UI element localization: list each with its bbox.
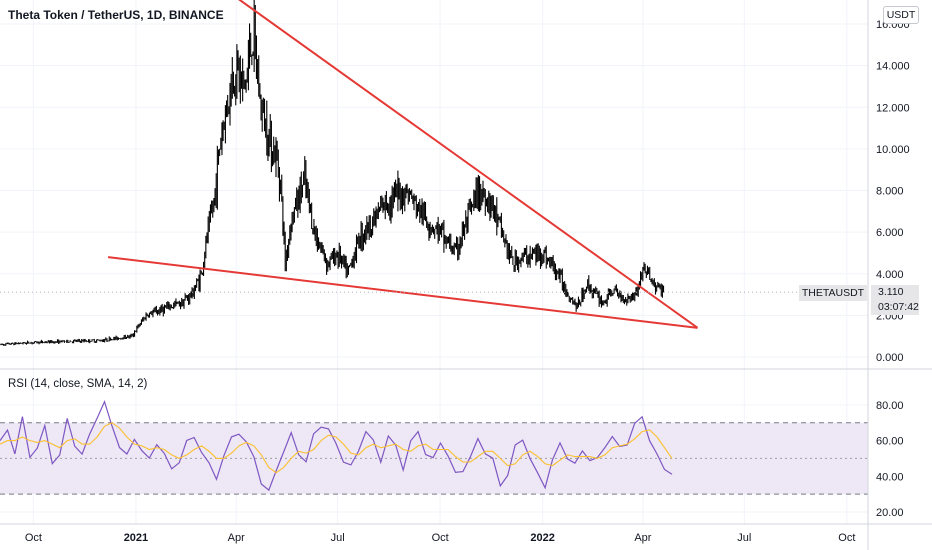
price-tick-label: 0.000 [876,352,904,364]
trendline [238,0,699,329]
time-tick-label: Oct [25,532,42,544]
rsi-tick-label: 20.00 [876,507,904,519]
time-tick-label: Apr [228,532,245,544]
symbol-label: THETAUSDT [799,285,867,301]
chart-title: Theta Token / TetherUS, 1D, BINANCE [8,8,224,22]
time-tick-label: Jul [737,532,751,544]
time-tick-label: 2022 [530,532,554,544]
rsi-band [0,422,868,495]
rsi-tick-label: 40.00 [876,471,904,483]
rsi-tick-label: 60.00 [876,436,904,448]
rsi-tick-label: 80.00 [876,400,904,412]
price-series [0,0,665,346]
price-tick-label: 14.000 [876,61,910,73]
trendline [107,256,698,329]
time-tick-label: Oct [432,532,449,544]
rsi-scale[interactable]: 20.00 40.00 60.00 80.00 [876,400,904,519]
price-tick-label: 10.000 [876,144,910,156]
price-tick-label: 4.000 [876,269,904,281]
rsi-band-lines [0,422,868,495]
rsi-lines [0,400,673,492]
indicator-title[interactable]: RSI (14, close, SMA, 14, 2) [8,378,148,390]
rsi-line [0,400,673,492]
trendlines [107,0,699,329]
rsi-ma-line [0,422,673,474]
time-tick-label: Oct [838,532,855,544]
last-price-badge: 3.110 03:07:42 [871,285,919,315]
time-tick-label: Jul [331,532,345,544]
time-tick-label: 2021 [124,532,148,544]
last-price-value: 3.110 [878,286,904,298]
time-scale[interactable]: Oct 2021 Apr Jul Oct 2022 Apr Jul Oct [25,532,856,544]
price-scale[interactable]: 0.0002.0004.0006.0008.00010.00012.00014.… [876,19,910,364]
bar-countdown: 03:07:42 [878,301,919,313]
price-tick-label: 8.000 [876,186,904,198]
time-tick-label: Apr [634,532,651,544]
price-tick-label: 12.000 [876,102,910,114]
currency-unit-button[interactable]: USDT [883,6,919,24]
price-tick-label: 6.000 [876,227,904,239]
